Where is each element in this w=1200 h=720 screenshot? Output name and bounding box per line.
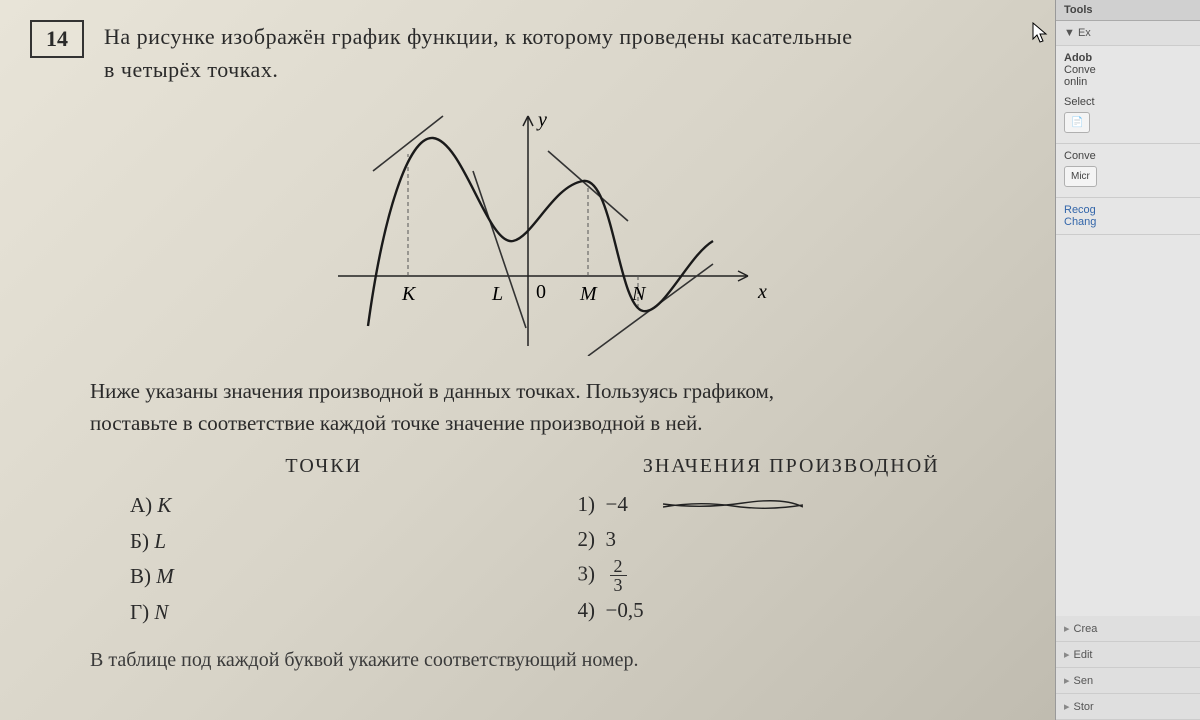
select-label: Select <box>1064 96 1192 108</box>
value-row: 1) −4 <box>578 488 1026 523</box>
sidebar-link[interactable]: ▸Edit <box>1056 642 1200 668</box>
svg-text:x: x <box>757 281 767 303</box>
problem-number-box: 14 <box>30 20 84 58</box>
micr-button[interactable]: Micr <box>1064 166 1097 187</box>
fraction: 2 3 <box>610 557 627 594</box>
answer-columns: ТОЧКИ А) K Б) L В) M Г) N ЗНАЧЕНИЯ ПРОИЗ… <box>90 455 1025 631</box>
point-row: Б) L <box>130 524 558 560</box>
value-row: 3) 2 3 <box>578 557 1026 594</box>
cursor-icon <box>1032 22 1050 49</box>
value-row: 4) −0,5 <box>578 594 1026 628</box>
expand-section[interactable]: ▼ Ex <box>1056 21 1200 46</box>
point-row: Г) N <box>130 595 558 631</box>
sidebar-link[interactable]: ▸Sen <box>1056 668 1200 694</box>
recognize-section: Recog Chang <box>1056 198 1200 235</box>
convert-section: Conve Micr <box>1056 144 1200 198</box>
sidebar-link[interactable]: ▸Crea <box>1056 616 1200 642</box>
bottom-instruction: В таблице под каждой буквой укажите соот… <box>90 649 1025 672</box>
problem-statement: На рисунке изображён график функции, к к… <box>104 20 852 86</box>
secondary-text: Ниже указаны значения производной в данн… <box>90 376 1025 439</box>
points-column: ТОЧКИ А) K Б) L В) M Г) N <box>90 455 558 631</box>
pdf-sidebar: Tools ▼ Ex Adob Conve onlin Select 📄 Con… <box>1055 0 1200 720</box>
convert-label: Conve <box>1064 64 1192 76</box>
scribble-mark <box>663 489 803 523</box>
points-list: А) K Б) L В) M Г) N <box>130 488 558 631</box>
online-label: onlin <box>1064 76 1192 88</box>
secondary-line-1: Ниже указаны значения производной в данн… <box>90 379 774 403</box>
problem-header: 14 На рисунке изображён график функции, … <box>30 20 1025 86</box>
function-graph: y x 0 K L M N <box>268 96 788 356</box>
svg-text:y: y <box>536 109 547 131</box>
svg-text:K: K <box>401 283 417 305</box>
convert-label-2: Conve <box>1064 150 1192 162</box>
adobe-label: Adob <box>1064 52 1192 64</box>
points-header: ТОЧКИ <box>90 455 558 478</box>
statement-line-2: в четырёх точках. <box>104 57 278 82</box>
value-row: 2) 3 <box>578 523 1026 557</box>
document-page: 14 На рисунке изображён график функции, … <box>0 0 1055 720</box>
change-label: Chang <box>1064 216 1192 228</box>
svg-text:0: 0 <box>536 281 546 303</box>
svg-text:M: M <box>579 283 598 305</box>
file-button[interactable]: 📄 <box>1064 112 1090 133</box>
recognize-label: Recog <box>1064 204 1192 216</box>
secondary-line-2: поставьте в соответствие каждой точке зн… <box>90 411 703 435</box>
point-row: А) K <box>130 488 558 524</box>
tools-tab[interactable]: Tools <box>1056 0 1200 21</box>
point-row: В) M <box>130 559 558 595</box>
statement-line-1: На рисунке изображён график функции, к к… <box>104 24 852 49</box>
values-list: 1) −4 2) 3 3) 2 3 <box>578 488 1026 627</box>
adobe-section: Adob Conve onlin Select 📄 <box>1056 46 1200 144</box>
svg-text:N: N <box>631 283 647 305</box>
values-header: ЗНАЧЕНИЯ ПРОИЗВОДНОЙ <box>558 455 1026 478</box>
graph-area: y x 0 K L M N <box>30 96 1025 356</box>
sidebar-link[interactable]: ▸Stor <box>1056 694 1200 720</box>
values-column: ЗНАЧЕНИЯ ПРОИЗВОДНОЙ 1) −4 2) 3 3 <box>558 455 1026 631</box>
svg-text:L: L <box>491 283 503 305</box>
